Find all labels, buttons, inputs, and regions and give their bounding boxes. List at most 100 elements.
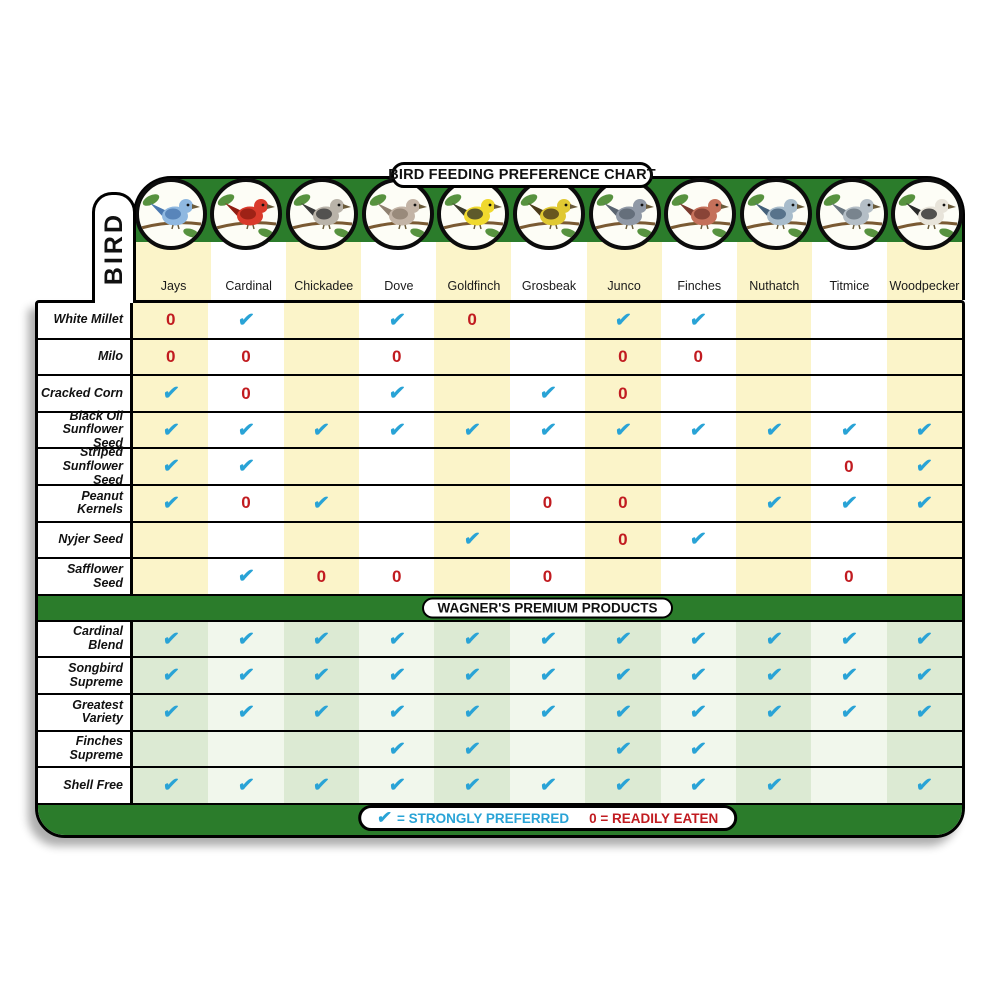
cell-striped-sunflower-seed-finches bbox=[660, 449, 736, 485]
check-mark-icon: ✔ bbox=[538, 775, 557, 797]
check-mark-icon: ✔ bbox=[538, 383, 557, 405]
cell-nyjer-seed-jays bbox=[133, 522, 209, 558]
cell-finches-supreme-cardinal bbox=[208, 731, 284, 767]
check-mark-icon: ✔ bbox=[538, 419, 557, 441]
cell-cracked-corn-junco: 0 bbox=[585, 376, 661, 411]
nuthatch-photo-circle bbox=[739, 178, 812, 250]
cell-nyjer-seed-finches: ✔ bbox=[660, 522, 736, 558]
cell-peanut-kernels-nuthatch: ✔ bbox=[735, 486, 812, 521]
cell-peanut-kernels-titmice: ✔ bbox=[811, 486, 887, 521]
titmice-photo-circle bbox=[815, 178, 888, 250]
check-mark-icon: ✔ bbox=[764, 419, 783, 441]
cell-peanut-kernels-grosbeak: 0 bbox=[509, 486, 586, 521]
cell-greatest-variety-nuthatch: ✔ bbox=[735, 695, 812, 730]
cell-black-oil-sunflower-seed-goldfinch: ✔ bbox=[434, 412, 510, 448]
table-row-cracked-corn: Cracked Corn ✔ 0 ✔ ✔ 0 bbox=[38, 374, 962, 411]
cell-finches-supreme-chickadee bbox=[283, 731, 360, 767]
zero-mark: 0 bbox=[241, 383, 251, 403]
row-label: Peanut Kernels bbox=[38, 486, 133, 521]
check-mark-icon: ✔ bbox=[688, 529, 708, 551]
check-mark-icon: ✔ bbox=[613, 628, 633, 650]
cell-peanut-kernels-junco: 0 bbox=[585, 486, 661, 521]
row-label: Cardinal Blend bbox=[38, 621, 133, 657]
cell-black-oil-sunflower-seed-woodpecker: ✔ bbox=[886, 412, 962, 448]
jays-photo-circle bbox=[134, 178, 207, 250]
cell-cracked-corn-titmice bbox=[811, 376, 887, 411]
cell-finches-supreme-titmice bbox=[811, 731, 887, 767]
premium-products-title: WAGNER'S PREMIUM PRODUCTS bbox=[421, 597, 674, 619]
cell-shell-free-chickadee: ✔ bbox=[283, 768, 360, 803]
check-mark-icon: ✔ bbox=[839, 628, 859, 650]
cell-nyjer-seed-nuthatch bbox=[735, 522, 812, 558]
cell-milo-nuthatch bbox=[735, 339, 812, 375]
cell-striped-sunflower-seed-grosbeak bbox=[509, 449, 586, 485]
cell-greatest-variety-woodpecker: ✔ bbox=[886, 695, 962, 730]
table-row-songbird-supreme: Songbird Supreme ✔ ✔ ✔ ✔ ✔ ✔ ✔ ✔ ✔ ✔ ✔ bbox=[38, 656, 962, 694]
cell-cracked-corn-chickadee bbox=[283, 376, 360, 411]
dove-illustration bbox=[367, 194, 428, 238]
zero-mark: 0 bbox=[542, 493, 553, 513]
cell-striped-sunflower-seed-titmice: 0 bbox=[811, 449, 887, 485]
table-row-white-millet: White Millet 0 ✔ ✔ 0 ✔ ✔ bbox=[38, 303, 962, 338]
cell-black-oil-sunflower-seed-dove: ✔ bbox=[359, 412, 435, 448]
check-mark-icon: ✔ bbox=[538, 701, 557, 723]
cell-striped-sunflower-seed-cardinal: ✔ bbox=[208, 449, 284, 485]
cardinal-illustration bbox=[216, 194, 277, 238]
cell-safflower-seed-junco bbox=[585, 559, 661, 594]
cell-shell-free-cardinal: ✔ bbox=[208, 768, 284, 803]
zero-mark: 0 bbox=[392, 346, 402, 366]
cell-cardinal-blend-jays: ✔ bbox=[133, 621, 209, 657]
table-row-black-oil-sunflower-seed: Black Oil Sunflower Seed ✔ ✔ ✔ ✔ ✔ ✔ ✔ ✔ ✔ ✔ ✔ bbox=[38, 409, 962, 450]
cell-nyjer-seed-cardinal bbox=[208, 522, 284, 558]
check-mark-icon: ✔ bbox=[538, 665, 557, 687]
cell-striped-sunflower-seed-nuthatch bbox=[735, 449, 812, 485]
check-mark-icon: ✔ bbox=[387, 738, 407, 760]
check-mark-icon: ✔ bbox=[914, 628, 934, 650]
cell-black-oil-sunflower-seed-grosbeak: ✔ bbox=[509, 412, 586, 448]
check-mark-icon: ✔ bbox=[311, 419, 331, 441]
check-mark-icon: ✔ bbox=[688, 309, 708, 331]
cell-songbird-supreme-woodpecker: ✔ bbox=[886, 658, 962, 694]
cell-black-oil-sunflower-seed-titmice: ✔ bbox=[811, 412, 887, 448]
table-row-greatest-variety: Greatest Variety ✔ ✔ ✔ ✔ ✔ ✔ ✔ ✔ ✔ ✔ ✔ bbox=[38, 693, 962, 730]
cell-milo-finches: 0 bbox=[660, 339, 736, 375]
cell-black-oil-sunflower-seed-chickadee: ✔ bbox=[283, 412, 360, 448]
check-mark-icon: ✔ bbox=[462, 701, 482, 723]
cell-cardinal-blend-grosbeak: ✔ bbox=[509, 621, 586, 657]
cell-black-oil-sunflower-seed-cardinal: ✔ bbox=[208, 412, 284, 448]
bird-name-label: Finches bbox=[677, 279, 722, 293]
table-row-peanut-kernels: Peanut Kernels ✔ 0 ✔ 0 0 ✔ ✔ ✔ bbox=[38, 484, 962, 521]
cell-greatest-variety-cardinal: ✔ bbox=[208, 695, 284, 730]
check-mark-icon: ✔ bbox=[613, 701, 633, 723]
check-mark-icon: ✔ bbox=[764, 701, 783, 723]
cell-greatest-variety-titmice: ✔ bbox=[811, 695, 887, 730]
cell-peanut-kernels-dove bbox=[359, 486, 435, 521]
cell-milo-cardinal: 0 bbox=[208, 339, 284, 375]
column-header-dove: Dove bbox=[361, 242, 437, 300]
zero-mark: 0 bbox=[392, 566, 402, 586]
cell-cardinal-blend-titmice: ✔ bbox=[811, 621, 887, 657]
check-mark-icon: ✔ bbox=[311, 775, 331, 797]
cell-white-millet-dove: ✔ bbox=[359, 303, 435, 338]
jays-illustration bbox=[140, 194, 202, 238]
cell-nyjer-seed-chickadee bbox=[283, 522, 360, 558]
check-mark-icon: ✔ bbox=[161, 665, 181, 687]
cell-black-oil-sunflower-seed-junco: ✔ bbox=[585, 412, 661, 448]
bird-name-row: Jays Cardinal Chickadee Dove Goldfinch Grosbe… bbox=[133, 242, 965, 300]
check-mark-icon: ✔ bbox=[613, 738, 633, 760]
check-mark-icon: ✔ bbox=[387, 665, 407, 687]
check-mark-icon: ✔ bbox=[914, 665, 934, 687]
bird-name-label: Chickadee bbox=[294, 279, 354, 293]
cell-finches-supreme-nuthatch bbox=[735, 731, 812, 767]
cell-songbird-supreme-chickadee: ✔ bbox=[283, 658, 360, 694]
cell-greatest-variety-chickadee: ✔ bbox=[283, 695, 360, 730]
cell-greatest-variety-goldfinch: ✔ bbox=[434, 695, 510, 730]
check-mark-icon: ✔ bbox=[462, 738, 482, 760]
cell-white-millet-jays: 0 bbox=[133, 303, 209, 338]
cell-greatest-variety-junco: ✔ bbox=[585, 695, 661, 730]
cell-shell-free-titmice bbox=[811, 768, 887, 803]
check-mark-icon: ✔ bbox=[688, 628, 708, 650]
check-mark-icon: ✔ bbox=[839, 701, 859, 723]
cell-milo-goldfinch bbox=[434, 339, 510, 375]
table-row-cardinal-blend: Cardinal Blend ✔ ✔ ✔ ✔ ✔ ✔ ✔ ✔ ✔ ✔ ✔ bbox=[38, 619, 962, 657]
